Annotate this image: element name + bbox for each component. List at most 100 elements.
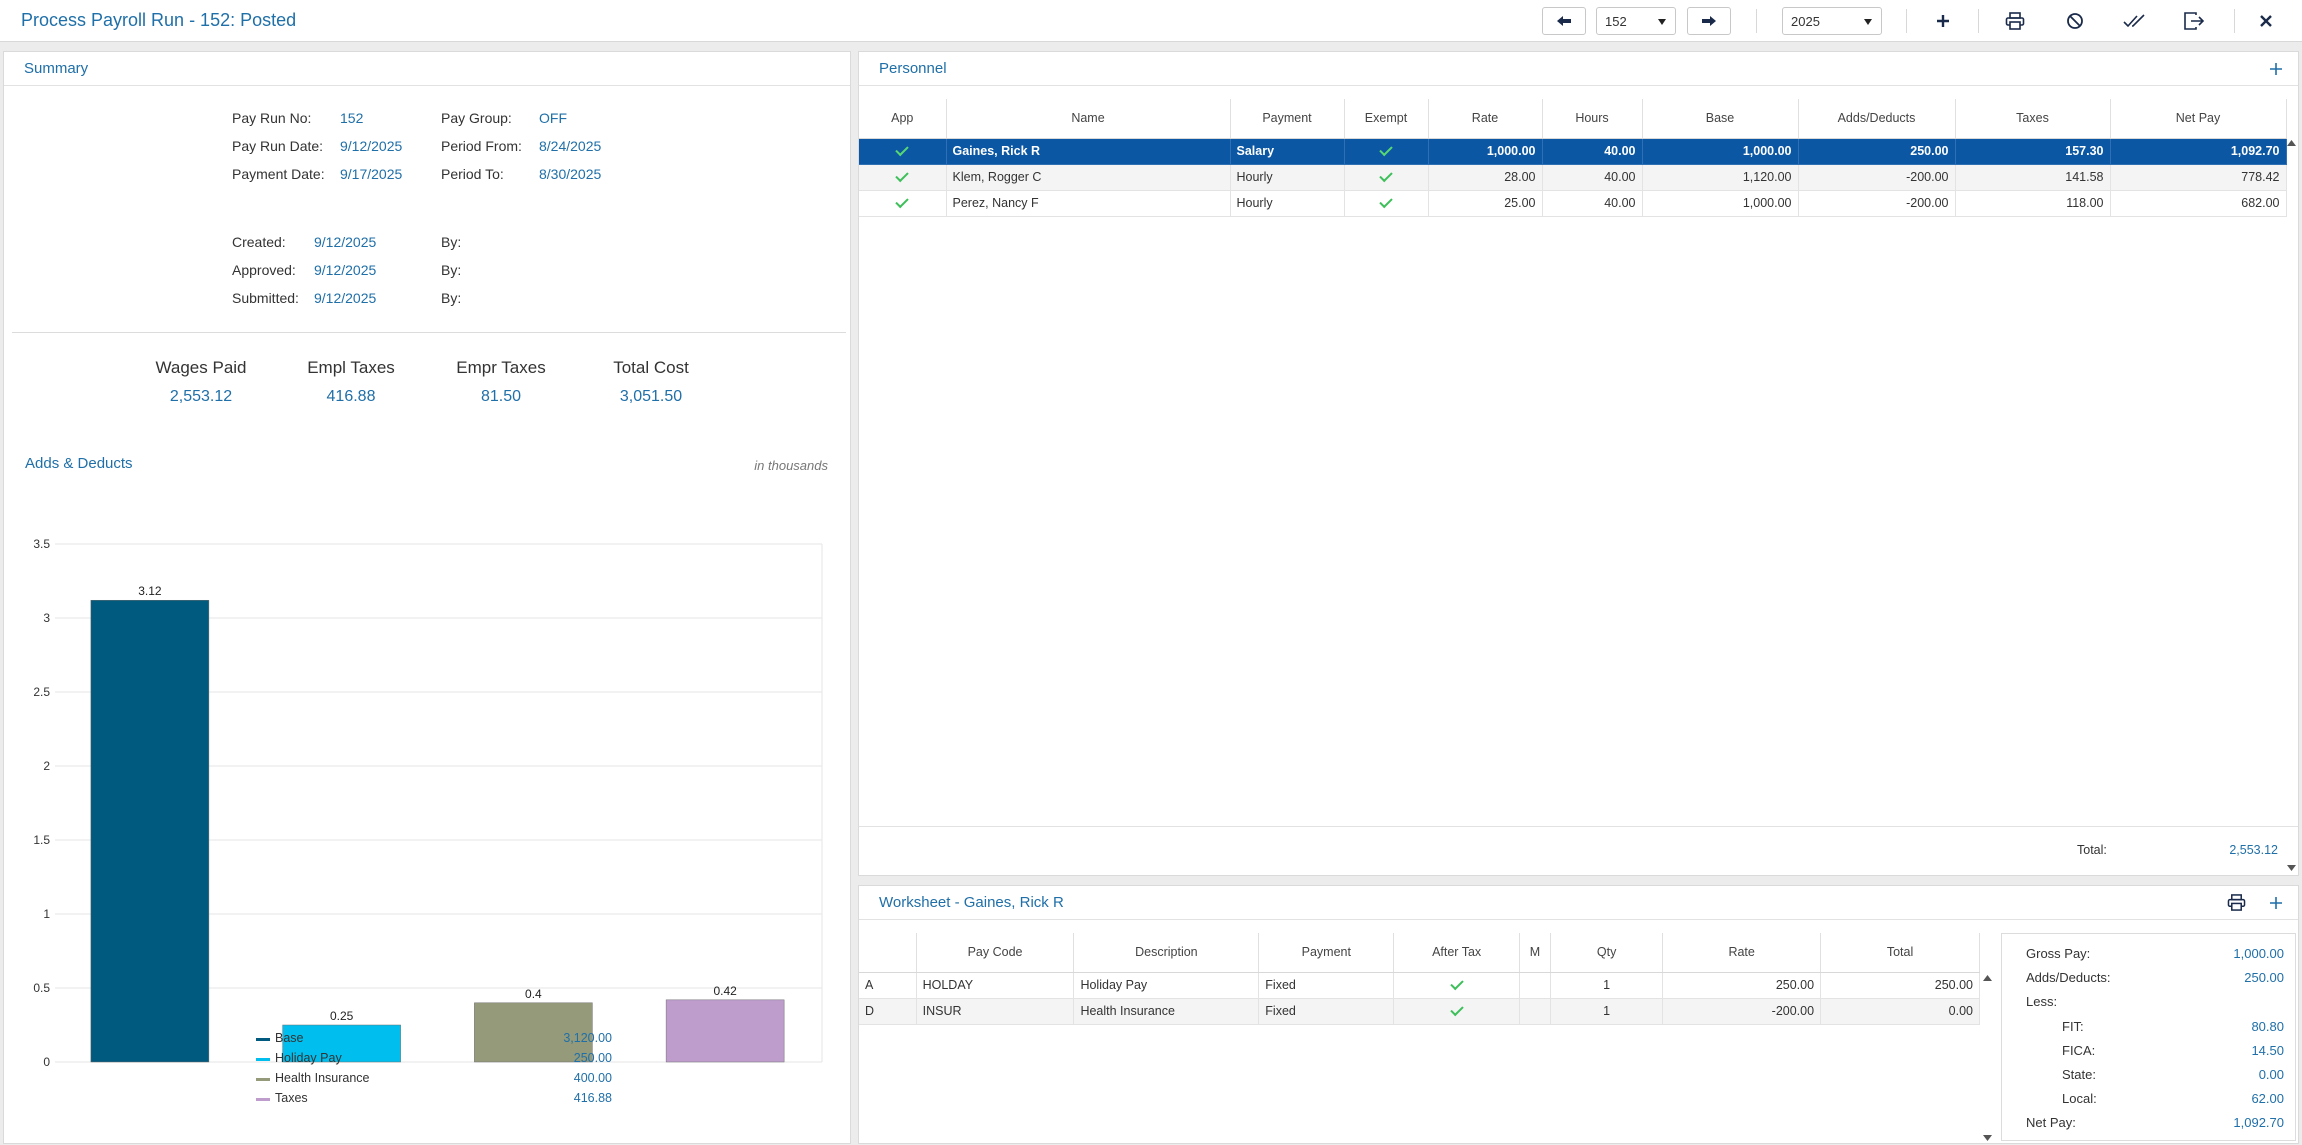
worksheet-scrollbar[interactable]: [1980, 974, 1994, 1142]
approved-by-label: By:: [441, 262, 462, 278]
toolbar-divider: [1756, 9, 1757, 33]
column-header-after-tax[interactable]: After Tax: [1393, 933, 1520, 973]
scroll-down-icon[interactable]: [1983, 1134, 1992, 1142]
chart-units-note: in thousands: [754, 458, 828, 473]
column-header-pay-code[interactable]: Pay Code: [916, 933, 1075, 973]
arrow-left-icon: [1557, 16, 1571, 26]
close-icon: [2260, 15, 2272, 27]
column-header-payment[interactable]: Payment: [1230, 99, 1345, 139]
approved-cell[interactable]: [859, 138, 947, 165]
table-row[interactable]: A HOLDAY Holiday Pay Fixed 1 250.00 250.…: [859, 972, 1980, 999]
table-row[interactable]: Klem, Rogger C Hourly 28.00 40.00 1,120.…: [859, 164, 2287, 191]
toolbar-divider: [2234, 9, 2235, 33]
print-button[interactable]: [2002, 8, 2028, 34]
net-pay-cell: 778.42: [2110, 164, 2287, 191]
name-cell: Klem, Rogger C: [946, 164, 1231, 191]
taxes-cell: 157.30: [1955, 138, 2111, 165]
pay-code-cell: INSUR: [916, 998, 1075, 1025]
created-value: 9/12/2025: [314, 234, 377, 250]
exempt-cell: [1344, 138, 1429, 165]
submitted-value: 9/12/2025: [314, 290, 377, 306]
description-cell: Holiday Pay: [1073, 972, 1260, 999]
column-header-rate[interactable]: Rate: [1662, 933, 1822, 973]
total-value: 2,553.12: [2229, 843, 2278, 857]
column-header-exempt[interactable]: Exempt: [1344, 99, 1429, 139]
scroll-up-icon[interactable]: [2287, 139, 2296, 147]
export-button[interactable]: [2182, 8, 2208, 34]
next-run-button[interactable]: [1687, 7, 1731, 35]
run-number-select[interactable]: 152: [1596, 7, 1676, 35]
summary-value: 250.00: [2244, 970, 2284, 985]
kpi-empr-taxes: Empr Taxes 81.50: [426, 358, 576, 406]
column-header-net-pay[interactable]: Net Pay: [2110, 99, 2287, 139]
column-header-hours[interactable]: Hours: [1542, 99, 1643, 139]
total-label: Total:: [2077, 843, 2107, 857]
bar-health-insurance: [474, 1002, 593, 1063]
y-tick-label: 3: [43, 611, 50, 625]
divider: [12, 332, 846, 333]
legend-value: 250.00: [573, 1051, 612, 1065]
year-value: 2025: [1791, 13, 1820, 29]
add-worksheet-item-icon[interactable]: [2268, 895, 2284, 911]
adds-deducts-cell: -200.00: [1798, 164, 1956, 191]
approved-cell[interactable]: [859, 190, 947, 217]
chevron-down-icon: [1658, 19, 1666, 25]
payment-cell: Salary: [1230, 138, 1345, 165]
printer-icon[interactable]: [2227, 894, 2246, 911]
table-row[interactable]: Gaines, Rick R Salary 1,000.00 40.00 1,0…: [859, 138, 2287, 165]
column-header-rate[interactable]: Rate: [1428, 99, 1543, 139]
summary-value: 0.00: [2258, 1067, 2284, 1082]
base-cell: 1,120.00: [1642, 164, 1799, 191]
summary-label: Gross Pay:: [2026, 946, 2091, 961]
column-header-base[interactable]: Base: [1642, 99, 1799, 139]
legend-swatch: [256, 1058, 270, 1061]
kpi-label: Empr Taxes: [456, 358, 546, 377]
column-header-adds-deducts[interactable]: Adds/Deducts: [1798, 99, 1956, 139]
y-tick-label: 3.5: [33, 537, 50, 551]
column-header-qty[interactable]: Qty: [1550, 933, 1664, 973]
column-header-total[interactable]: Total: [1820, 933, 1980, 973]
scroll-down-icon[interactable]: [2287, 864, 2296, 872]
personnel-title: Personnel: [879, 60, 947, 77]
scroll-up-icon[interactable]: [1983, 974, 1992, 982]
column-header-app[interactable]: App: [859, 99, 947, 139]
summary-label: Net Pay:: [2026, 1115, 2076, 1130]
y-tick-label: 2.5: [33, 685, 50, 699]
chevron-down-icon: [1864, 19, 1872, 25]
add-personnel-icon[interactable]: [2268, 61, 2284, 77]
column-header-description[interactable]: Description: [1073, 933, 1260, 973]
close-button[interactable]: [2253, 8, 2279, 34]
kpi-label: Total Cost: [613, 358, 689, 377]
previous-run-button[interactable]: [1542, 7, 1586, 35]
approved-value: 9/12/2025: [314, 262, 377, 278]
legend-item-taxes: Taxes 416.88: [252, 1091, 612, 1111]
summary-label: Adds/Deducts:: [2026, 970, 2111, 985]
approved-cell[interactable]: [859, 164, 947, 191]
run-number-value: 152: [1605, 13, 1627, 29]
column-header-m[interactable]: M: [1519, 933, 1552, 973]
kpi-empl-taxes: Empl Taxes 416.88: [276, 358, 426, 406]
y-tick-label: 1.5: [33, 833, 50, 847]
check-icon: [1379, 194, 1393, 209]
worksheet-title: Worksheet - Gaines, Rick R: [879, 894, 1064, 911]
approve-all-button[interactable]: [2122, 8, 2148, 34]
exempt-cell: [1344, 164, 1429, 191]
year-select[interactable]: 2025: [1782, 7, 1882, 35]
name-cell: Perez, Nancy F: [946, 190, 1231, 217]
created-by-label: By:: [441, 234, 462, 250]
type-cell: A: [859, 972, 917, 999]
adds-deducts-cell: 250.00: [1798, 138, 1956, 165]
base-cell: 1,000.00: [1642, 190, 1799, 217]
after-tax-cell: [1393, 998, 1520, 1025]
personnel-scrollbar[interactable]: [2285, 139, 2298, 872]
bar-base: [90, 599, 210, 1063]
table-row[interactable]: D INSUR Health Insurance Fixed 1 -200.00…: [859, 998, 1980, 1025]
table-row[interactable]: Perez, Nancy F Hourly 25.00 40.00 1,000.…: [859, 190, 2287, 217]
column-header-payment[interactable]: Payment: [1258, 933, 1395, 973]
column-header-name[interactable]: Name: [946, 99, 1231, 139]
type-cell: D: [859, 998, 917, 1025]
column-header-taxes[interactable]: Taxes: [1955, 99, 2111, 139]
check-icon: [1449, 1002, 1464, 1017]
void-button[interactable]: [2062, 8, 2088, 34]
add-button[interactable]: [1930, 8, 1956, 34]
